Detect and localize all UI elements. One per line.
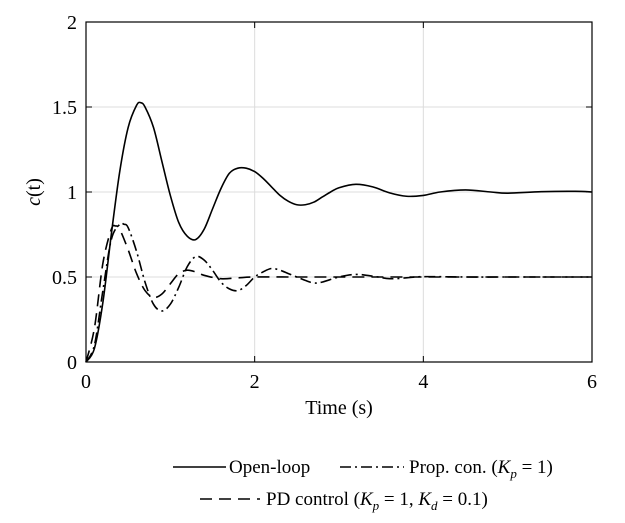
legend-label-prop-con: Prop. con. (Kp = 1) — [409, 457, 553, 481]
series-line-2 — [85, 224, 592, 363]
legend-label-open-loop: Open-loop — [229, 457, 310, 478]
legend-label-pd-control: PD control (Kp = 1, Kd = 0.1) — [266, 489, 488, 513]
y-tick-label-3: 1.5 — [52, 97, 77, 119]
x-tick-label-3: 6 — [587, 371, 597, 393]
y-tick-label-1: 0.5 — [52, 267, 77, 289]
y-axis-label: c(t) — [23, 178, 45, 206]
y-axis-label-var: c — [23, 197, 45, 206]
x-tick-label-1: 2 — [250, 371, 260, 393]
x-tick-label-2: 4 — [418, 371, 428, 393]
x-axis-label: Time (s) — [305, 397, 373, 419]
series-group — [85, 101, 593, 363]
y-axis-label-arg: (t) — [23, 178, 45, 197]
y-tick-label-0: 0 — [67, 352, 77, 374]
legend: Open-loop Prop. con. (Kp = 1) PD control… — [173, 457, 553, 513]
series-line-0 — [85, 101, 593, 363]
y-tick-label-4: 2 — [67, 12, 77, 34]
y-tick-label-2: 1 — [67, 182, 77, 204]
x-tick-label-0: 0 — [81, 371, 91, 393]
series-line-1 — [85, 222, 592, 363]
ticks: 0 2 4 6 0 0.5 1 1.5 2 — [52, 12, 597, 393]
